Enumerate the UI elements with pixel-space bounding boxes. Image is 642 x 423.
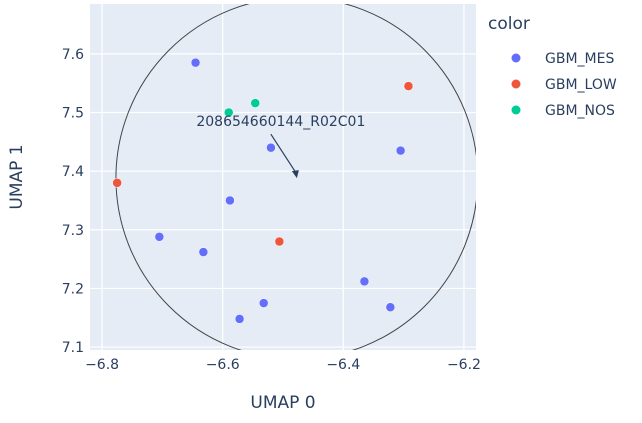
annotation-label: 208654660144_R02C01 <box>196 114 365 130</box>
circle-shape-layer <box>115 4 476 350</box>
highlight-circle <box>115 4 476 350</box>
data-point-gbm-mes[interactable] <box>225 195 235 206</box>
legend-items: GBM_MES GBM_LOW GBM_NOS <box>511 51 617 119</box>
y-tick-label: 7.2 <box>62 281 84 297</box>
data-point-gbm-mes[interactable] <box>154 232 165 242</box>
data-point-gbm-nos[interactable] <box>250 98 261 108</box>
legend-marker-gbm-nos[interactable] <box>511 105 521 115</box>
legend: color GBM_MES GBM_LOW GBM_NOS <box>488 14 617 119</box>
data-point-gbm-mes[interactable] <box>359 276 370 287</box>
grid-lines <box>90 4 476 350</box>
data-point-gbm-mes[interactable] <box>385 302 396 312</box>
legend-label[interactable]: GBM_NOS <box>545 103 615 119</box>
data-points <box>112 57 414 324</box>
y-axis-ticks: 7.1 7.2 7.3 7.4 7.5 7.6 <box>62 47 84 356</box>
legend-label[interactable]: GBM_LOW <box>545 77 617 93</box>
x-tick-label: −6.2 <box>447 357 481 373</box>
data-point-gbm-mes[interactable] <box>258 298 269 308</box>
y-tick-label: 7.6 <box>62 47 84 63</box>
data-point-gbm-mes[interactable] <box>190 57 201 68</box>
annotation: 208654660144_R02C01 <box>196 114 365 179</box>
data-point-gbm-mes[interactable] <box>198 247 209 257</box>
data-point-gbm-mes[interactable] <box>234 314 245 324</box>
data-point-gbm-low[interactable] <box>274 236 285 247</box>
data-point-gbm-mes[interactable] <box>395 145 406 156</box>
x-tick-label: −6.6 <box>206 357 240 373</box>
legend-title: color <box>488 14 530 34</box>
x-axis-ticks: −6.8 −6.6 −6.4 −6.2 <box>85 357 481 373</box>
annotation-arrowhead <box>291 170 299 179</box>
plot-area <box>90 4 476 350</box>
y-tick-label: 7.4 <box>62 164 84 180</box>
y-tick-label: 7.1 <box>62 340 84 356</box>
x-tick-label: −6.4 <box>326 357 360 373</box>
data-point-gbm-low[interactable] <box>403 81 414 91</box>
data-point-gbm-nos[interactable] <box>223 107 234 118</box>
y-axis-title: UMAP 1 <box>7 144 27 209</box>
x-tick-label: −6.8 <box>85 357 119 373</box>
data-point-gbm-mes[interactable] <box>266 142 276 153</box>
y-tick-label: 7.3 <box>62 223 84 239</box>
annotation-arrow <box>270 133 298 175</box>
x-axis-title: UMAP 0 <box>250 393 315 413</box>
data-point-gbm-low[interactable] <box>112 178 122 188</box>
y-tick-label: 7.5 <box>62 105 84 121</box>
legend-label[interactable]: GBM_MES <box>545 51 614 67</box>
legend-marker-gbm-mes[interactable] <box>511 53 521 63</box>
legend-marker-gbm-low[interactable] <box>511 79 521 89</box>
